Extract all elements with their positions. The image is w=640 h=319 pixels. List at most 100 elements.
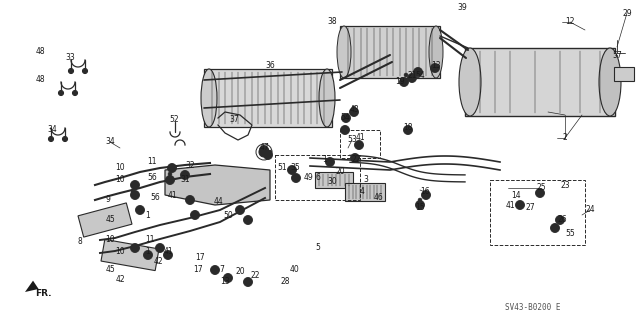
Text: 2: 2 <box>563 133 568 143</box>
Text: 55: 55 <box>565 228 575 238</box>
Text: 33: 33 <box>65 54 75 63</box>
Text: 17: 17 <box>193 265 203 275</box>
Circle shape <box>243 278 253 286</box>
Circle shape <box>170 166 175 170</box>
Text: 13: 13 <box>220 278 230 286</box>
Text: 48: 48 <box>35 76 45 85</box>
Text: 24: 24 <box>585 205 595 214</box>
Circle shape <box>131 190 135 194</box>
Text: 6: 6 <box>316 174 321 182</box>
Circle shape <box>131 181 140 189</box>
Text: 11: 11 <box>147 158 157 167</box>
Text: 41: 41 <box>355 133 365 143</box>
Circle shape <box>415 201 424 210</box>
Text: 56: 56 <box>150 194 160 203</box>
Text: 3: 3 <box>364 175 369 184</box>
Bar <box>345 183 385 201</box>
Circle shape <box>552 226 557 231</box>
Text: 40: 40 <box>290 265 300 275</box>
Circle shape <box>168 164 177 173</box>
Circle shape <box>556 216 564 225</box>
Circle shape <box>289 167 294 173</box>
Circle shape <box>68 69 74 73</box>
Text: 39: 39 <box>457 4 467 12</box>
Text: 52: 52 <box>169 115 179 124</box>
Text: 15: 15 <box>415 204 425 212</box>
Circle shape <box>180 170 189 180</box>
Text: 11: 11 <box>145 235 155 244</box>
Circle shape <box>259 147 269 157</box>
Circle shape <box>58 91 63 95</box>
Circle shape <box>246 279 250 285</box>
Circle shape <box>188 197 193 203</box>
Text: 57: 57 <box>612 50 622 60</box>
Circle shape <box>433 65 438 70</box>
Circle shape <box>353 155 358 160</box>
Text: 10: 10 <box>115 164 125 173</box>
Text: 1: 1 <box>146 248 150 256</box>
Ellipse shape <box>429 26 443 78</box>
Text: 53: 53 <box>347 136 357 145</box>
Bar <box>204 69 332 127</box>
Text: 34: 34 <box>105 137 115 146</box>
Circle shape <box>403 125 413 135</box>
Circle shape <box>246 218 250 222</box>
Text: 22: 22 <box>351 155 361 165</box>
Circle shape <box>243 216 253 225</box>
Text: 54: 54 <box>340 114 350 122</box>
Circle shape <box>145 253 150 257</box>
Text: 44: 44 <box>213 197 223 206</box>
Text: 27: 27 <box>525 204 535 212</box>
Text: 41: 41 <box>505 201 515 210</box>
Circle shape <box>413 68 422 77</box>
Circle shape <box>518 203 522 207</box>
Circle shape <box>417 203 422 207</box>
Circle shape <box>349 108 358 116</box>
Circle shape <box>404 73 408 77</box>
Text: 20: 20 <box>335 167 345 176</box>
Circle shape <box>355 140 364 150</box>
Circle shape <box>344 115 349 121</box>
Text: 43: 43 <box>349 106 359 115</box>
Text: 22: 22 <box>250 271 260 279</box>
Circle shape <box>550 224 559 233</box>
Circle shape <box>406 128 410 132</box>
Polygon shape <box>101 239 159 271</box>
Circle shape <box>63 137 67 142</box>
Circle shape <box>268 150 272 154</box>
Circle shape <box>340 125 349 135</box>
Ellipse shape <box>459 48 481 116</box>
Circle shape <box>191 211 200 219</box>
Text: FR.: FR. <box>35 290 51 299</box>
Circle shape <box>401 79 406 85</box>
Text: 28: 28 <box>280 278 290 286</box>
Circle shape <box>182 173 188 177</box>
Circle shape <box>157 246 163 250</box>
Circle shape <box>212 268 218 272</box>
Text: 42: 42 <box>115 276 125 285</box>
Circle shape <box>186 196 195 204</box>
Circle shape <box>351 153 360 162</box>
Circle shape <box>326 158 335 167</box>
Circle shape <box>211 265 220 275</box>
Circle shape <box>422 190 431 199</box>
Circle shape <box>291 174 301 182</box>
Text: 1: 1 <box>146 211 150 219</box>
Bar <box>490 180 585 245</box>
Bar <box>340 26 440 78</box>
Text: 45: 45 <box>105 265 115 275</box>
Circle shape <box>410 76 415 80</box>
Circle shape <box>237 207 243 212</box>
Circle shape <box>399 78 408 86</box>
Circle shape <box>342 114 351 122</box>
Text: 1: 1 <box>323 155 328 165</box>
Polygon shape <box>78 203 132 237</box>
Polygon shape <box>614 67 634 81</box>
Circle shape <box>418 198 422 202</box>
Text: 21: 21 <box>407 70 417 79</box>
Text: 16: 16 <box>420 188 430 197</box>
Circle shape <box>431 63 440 72</box>
Circle shape <box>294 175 298 181</box>
Text: 35: 35 <box>290 164 300 173</box>
Text: 36: 36 <box>265 61 275 70</box>
